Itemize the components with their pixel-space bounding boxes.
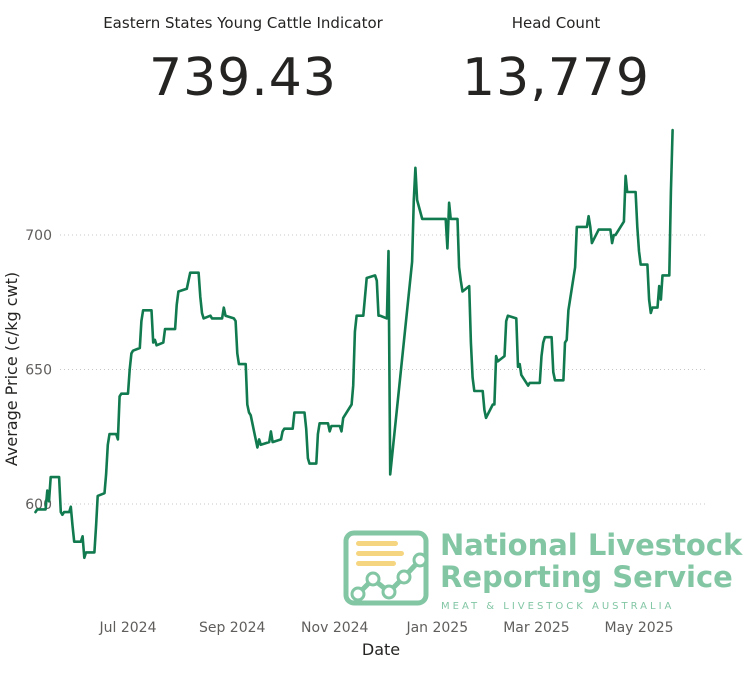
x-tick-label: Jul 2024 xyxy=(99,620,157,636)
head-count-kpi-title: Head Count xyxy=(511,14,601,32)
x-tick-label: Sep 2024 xyxy=(199,620,266,636)
x-axis-ticks: Jul 2024 Sep 2024 Nov 2024 Jan 2025 Mar 2025… xyxy=(99,620,674,636)
watermark-subtitle: MEAT & LIVESTOCK AUSTRALIA xyxy=(441,601,674,612)
x-axis-title: Date xyxy=(362,640,400,659)
watermark-line2: Reporting Service xyxy=(440,560,733,594)
x-tick-label: Mar 2025 xyxy=(503,620,570,636)
y-axis-title: Average Price (c/kg cwt) xyxy=(2,272,21,466)
indicator-kpi-title: Eastern States Young Cattle Indicator xyxy=(103,14,383,32)
x-tick-label: May 2025 xyxy=(604,620,673,636)
head-count-kpi-value: 13,779 xyxy=(462,48,650,108)
nlrs-watermark-logo: National Livestock Reporting Service MEA… xyxy=(343,528,743,612)
report-chart-icon xyxy=(343,530,429,606)
gridlines xyxy=(60,234,705,505)
y-tick-label: 700 xyxy=(25,228,52,244)
indicator-kpi-value: 739.43 xyxy=(149,48,337,108)
price-series-line xyxy=(34,128,674,560)
x-tick-label: Nov 2024 xyxy=(301,620,368,636)
x-tick-label: Jan 2025 xyxy=(405,620,468,636)
y-tick-label: 650 xyxy=(25,363,52,379)
watermark-line1: National Livestock xyxy=(440,528,743,562)
